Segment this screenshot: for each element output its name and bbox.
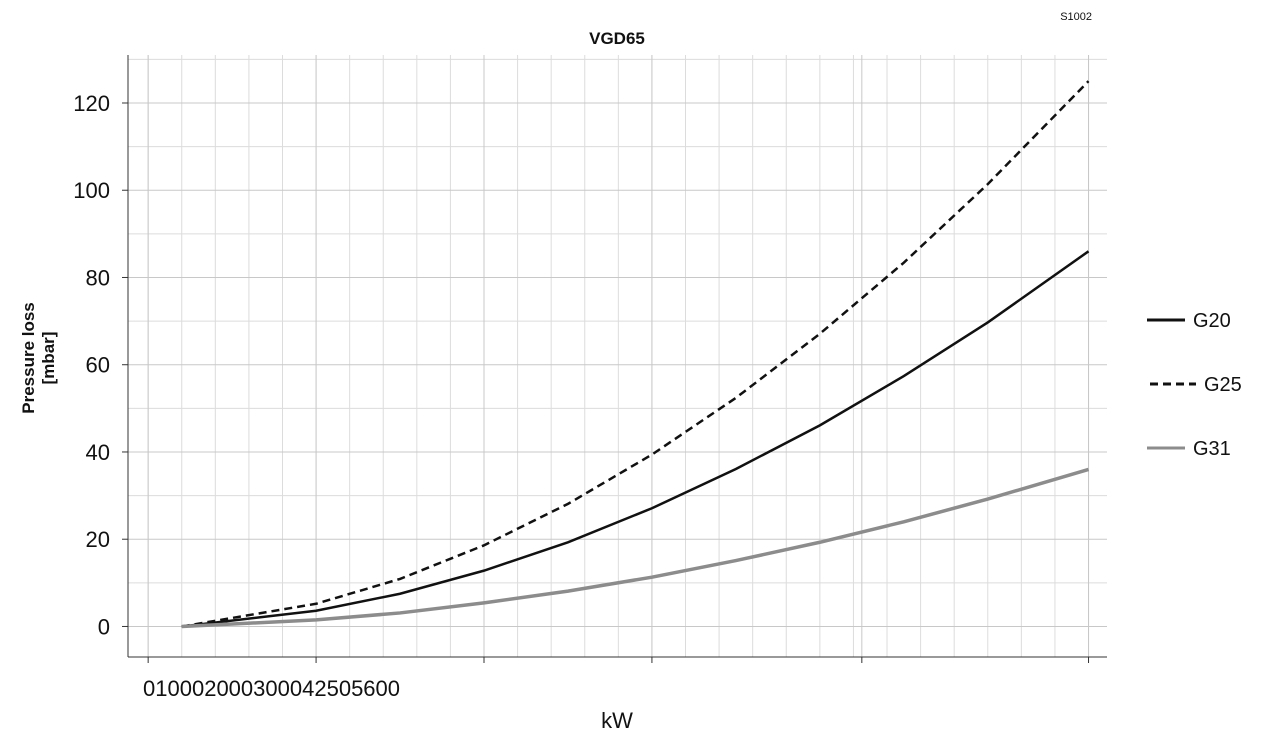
y-label-line: Pressure loss — [19, 302, 38, 414]
y-axis-label: Pressure loss [mbar] — [19, 302, 58, 414]
legend-label: G25 — [1204, 374, 1242, 396]
series-line — [181, 80, 1090, 628]
y-tick-label: 20 — [86, 527, 110, 552]
y-tick-label: 40 — [86, 440, 110, 465]
y-tick-label: 80 — [86, 265, 110, 290]
plot-area — [128, 55, 1107, 657]
chart-code: S1002 — [1060, 11, 1092, 23]
y-tick-label: 60 — [86, 353, 110, 378]
y-tick-label: 120 — [73, 91, 110, 116]
x-tick-label: 2000 — [204, 676, 253, 701]
y-tick-label: 100 — [73, 178, 110, 203]
x-tick-labels: 010002000300042505600 — [143, 676, 400, 701]
x-tick-label: 4250 — [302, 676, 351, 701]
y-label-line: [mbar] — [39, 332, 58, 385]
x-tick-label: 1000 — [155, 676, 204, 701]
legend-label: G31 — [1193, 438, 1231, 460]
x-tick-label: 0 — [143, 676, 155, 701]
x-tick-label: 5600 — [351, 676, 400, 701]
legend-label: G20 — [1193, 310, 1231, 332]
y-tick-label: 0 — [98, 614, 110, 639]
chart-title: VGD65 — [589, 29, 645, 48]
plot-background — [128, 55, 1107, 657]
x-tick-label: 3000 — [253, 676, 302, 701]
series-line — [181, 467, 1090, 629]
x-axis-label: kW — [601, 708, 633, 733]
series-line — [181, 250, 1090, 628]
